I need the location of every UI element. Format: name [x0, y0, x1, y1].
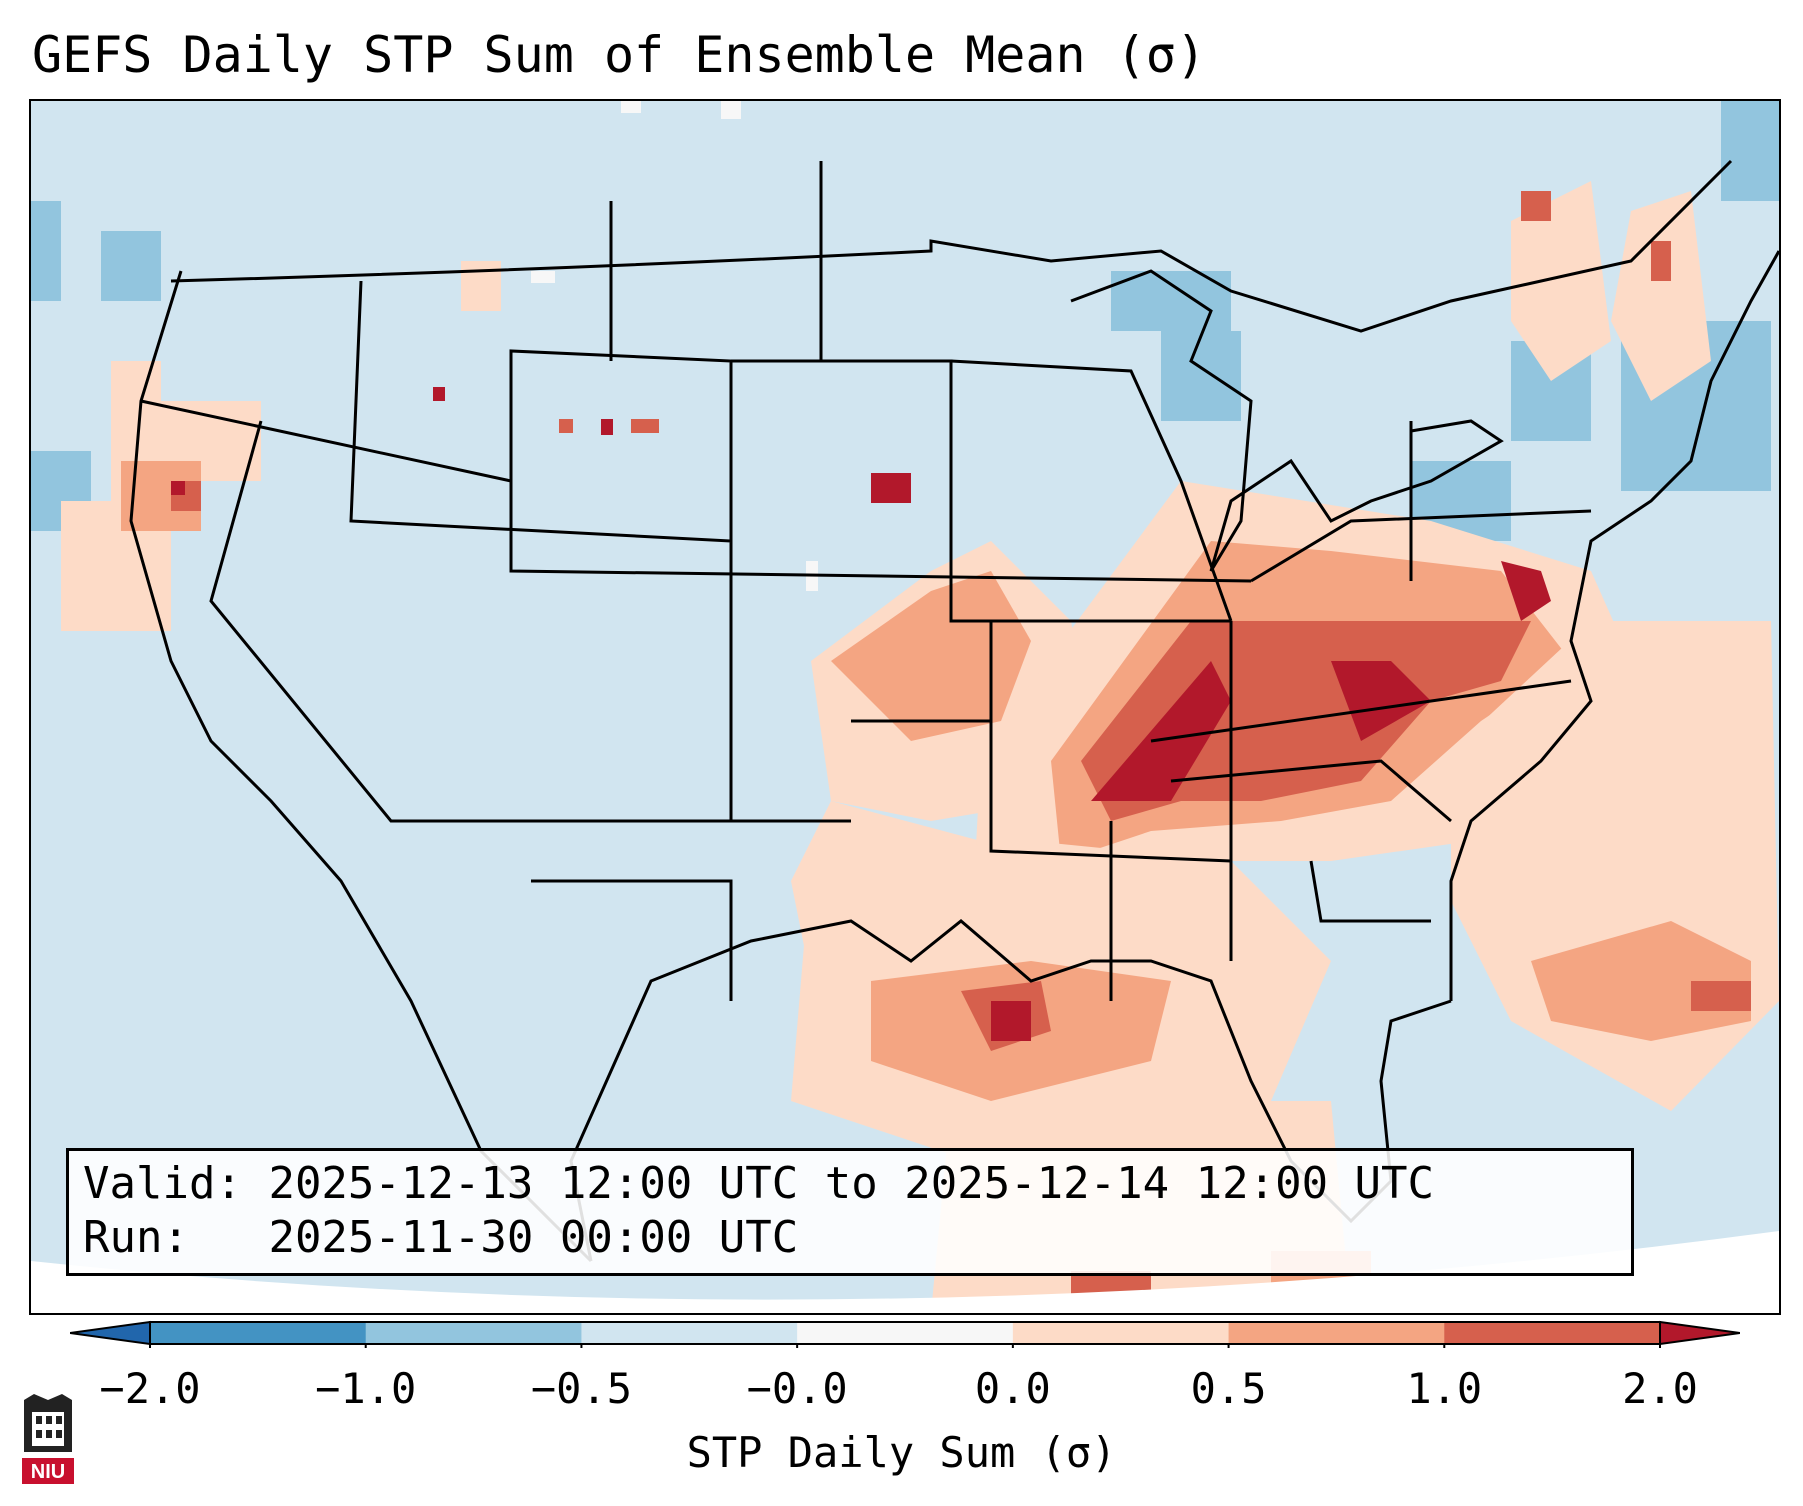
map-panel — [29, 99, 1781, 1315]
great-lakes — [1070, 269, 1504, 572]
strong-region — [1081, 621, 1531, 821]
canada-border — [170, 159, 1733, 333]
neg-cell — [1721, 101, 1779, 201]
anomaly-field — [31, 101, 1779, 1313]
neg-cell — [101, 231, 161, 301]
run-label: Run: — [83, 1212, 189, 1263]
colorbar-outline — [149, 1321, 1661, 1345]
light-cell — [461, 261, 501, 311]
colorbar-tick-label: 1.0 — [1406, 1364, 1483, 1413]
state-line — [1250, 509, 1592, 583]
east-coast — [1449, 250, 1779, 1001]
neg-cell — [1161, 331, 1241, 421]
strong-cell — [1651, 241, 1671, 281]
state-line — [1170, 759, 1452, 823]
colorbar-segment — [1228, 1322, 1445, 1344]
colorbar-label: STP Daily Sum (σ) — [686, 1428, 1117, 1477]
neutral-cell — [621, 101, 641, 113]
extreme-cell — [171, 481, 185, 495]
valid-label: Valid: — [83, 1158, 242, 1209]
strong-cell — [631, 419, 659, 433]
colorbar-tick-label: −2.0 — [99, 1364, 201, 1413]
extreme-cell — [991, 1001, 1031, 1041]
strong-cell — [1691, 981, 1751, 1011]
boundaries — [129, 159, 1779, 1263]
colorbar-segment — [797, 1322, 1014, 1344]
logo-text: NIU — [31, 1461, 65, 1483]
valid-value: 2025-12-13 12:00 UTC to 2025-12-14 12:00… — [268, 1158, 1435, 1209]
state-line — [531, 879, 733, 1001]
strong-cell — [1521, 191, 1551, 221]
valid-run-infobox: Valid: 2025-12-13 12:00 UTC to 2025-12-1… — [66, 1148, 1634, 1276]
medium-region — [831, 571, 1031, 741]
state-line — [509, 349, 733, 541]
neutral-cell — [531, 271, 555, 283]
colorbar-tick-label: −0.0 — [746, 1364, 848, 1413]
neutral-cell — [721, 101, 741, 119]
west-coast — [129, 270, 593, 1263]
state-line — [731, 359, 1231, 623]
niu-logo: NIU — [20, 1390, 76, 1486]
state-line — [1150, 679, 1572, 743]
colorbar-tick-label: 2.0 — [1622, 1364, 1698, 1413]
colorbar — [70, 1320, 1740, 1348]
state-line — [989, 621, 1232, 863]
extreme-region — [1501, 561, 1551, 621]
colorbar-tick-label: −1.0 — [315, 1364, 417, 1413]
state-line — [1309, 860, 1431, 923]
state-line — [349, 280, 733, 821]
colorbar-segment — [1012, 1322, 1230, 1344]
extreme-region — [1331, 661, 1431, 741]
state-line — [140, 399, 1252, 583]
colorbar-segment — [581, 1322, 798, 1344]
extreme-cell — [433, 387, 445, 401]
logo-graphic: NIU — [22, 1394, 74, 1484]
colorbar-tick-label: 0.0 — [974, 1364, 1051, 1413]
strong-cell — [559, 419, 573, 433]
map-svg — [31, 101, 1779, 1313]
projection-edge — [31, 1231, 1779, 1313]
neg-cell — [31, 201, 61, 301]
light-region — [1511, 181, 1611, 381]
colorbar-segment — [365, 1322, 582, 1344]
state-line — [209, 420, 851, 823]
extreme-region — [1091, 661, 1231, 801]
colorbar-tick-label: −0.5 — [530, 1364, 632, 1413]
extreme-cell — [601, 419, 613, 435]
light-region — [1611, 191, 1711, 401]
chart-title: GEFS Daily STP Sum of Ensemble Mean (σ) — [32, 26, 1206, 84]
colorbar-tick-label: 0.5 — [1190, 1364, 1267, 1413]
colorbar-under-arrow — [70, 1320, 151, 1346]
colorbar-segment — [1444, 1322, 1661, 1344]
state-line — [950, 359, 1233, 622]
colorbar-segment — [150, 1322, 367, 1344]
colorbar-over-arrow — [1659, 1320, 1740, 1346]
run-value: 2025-11-30 00:00 UTC — [268, 1212, 799, 1263]
extreme-cell — [871, 473, 911, 503]
